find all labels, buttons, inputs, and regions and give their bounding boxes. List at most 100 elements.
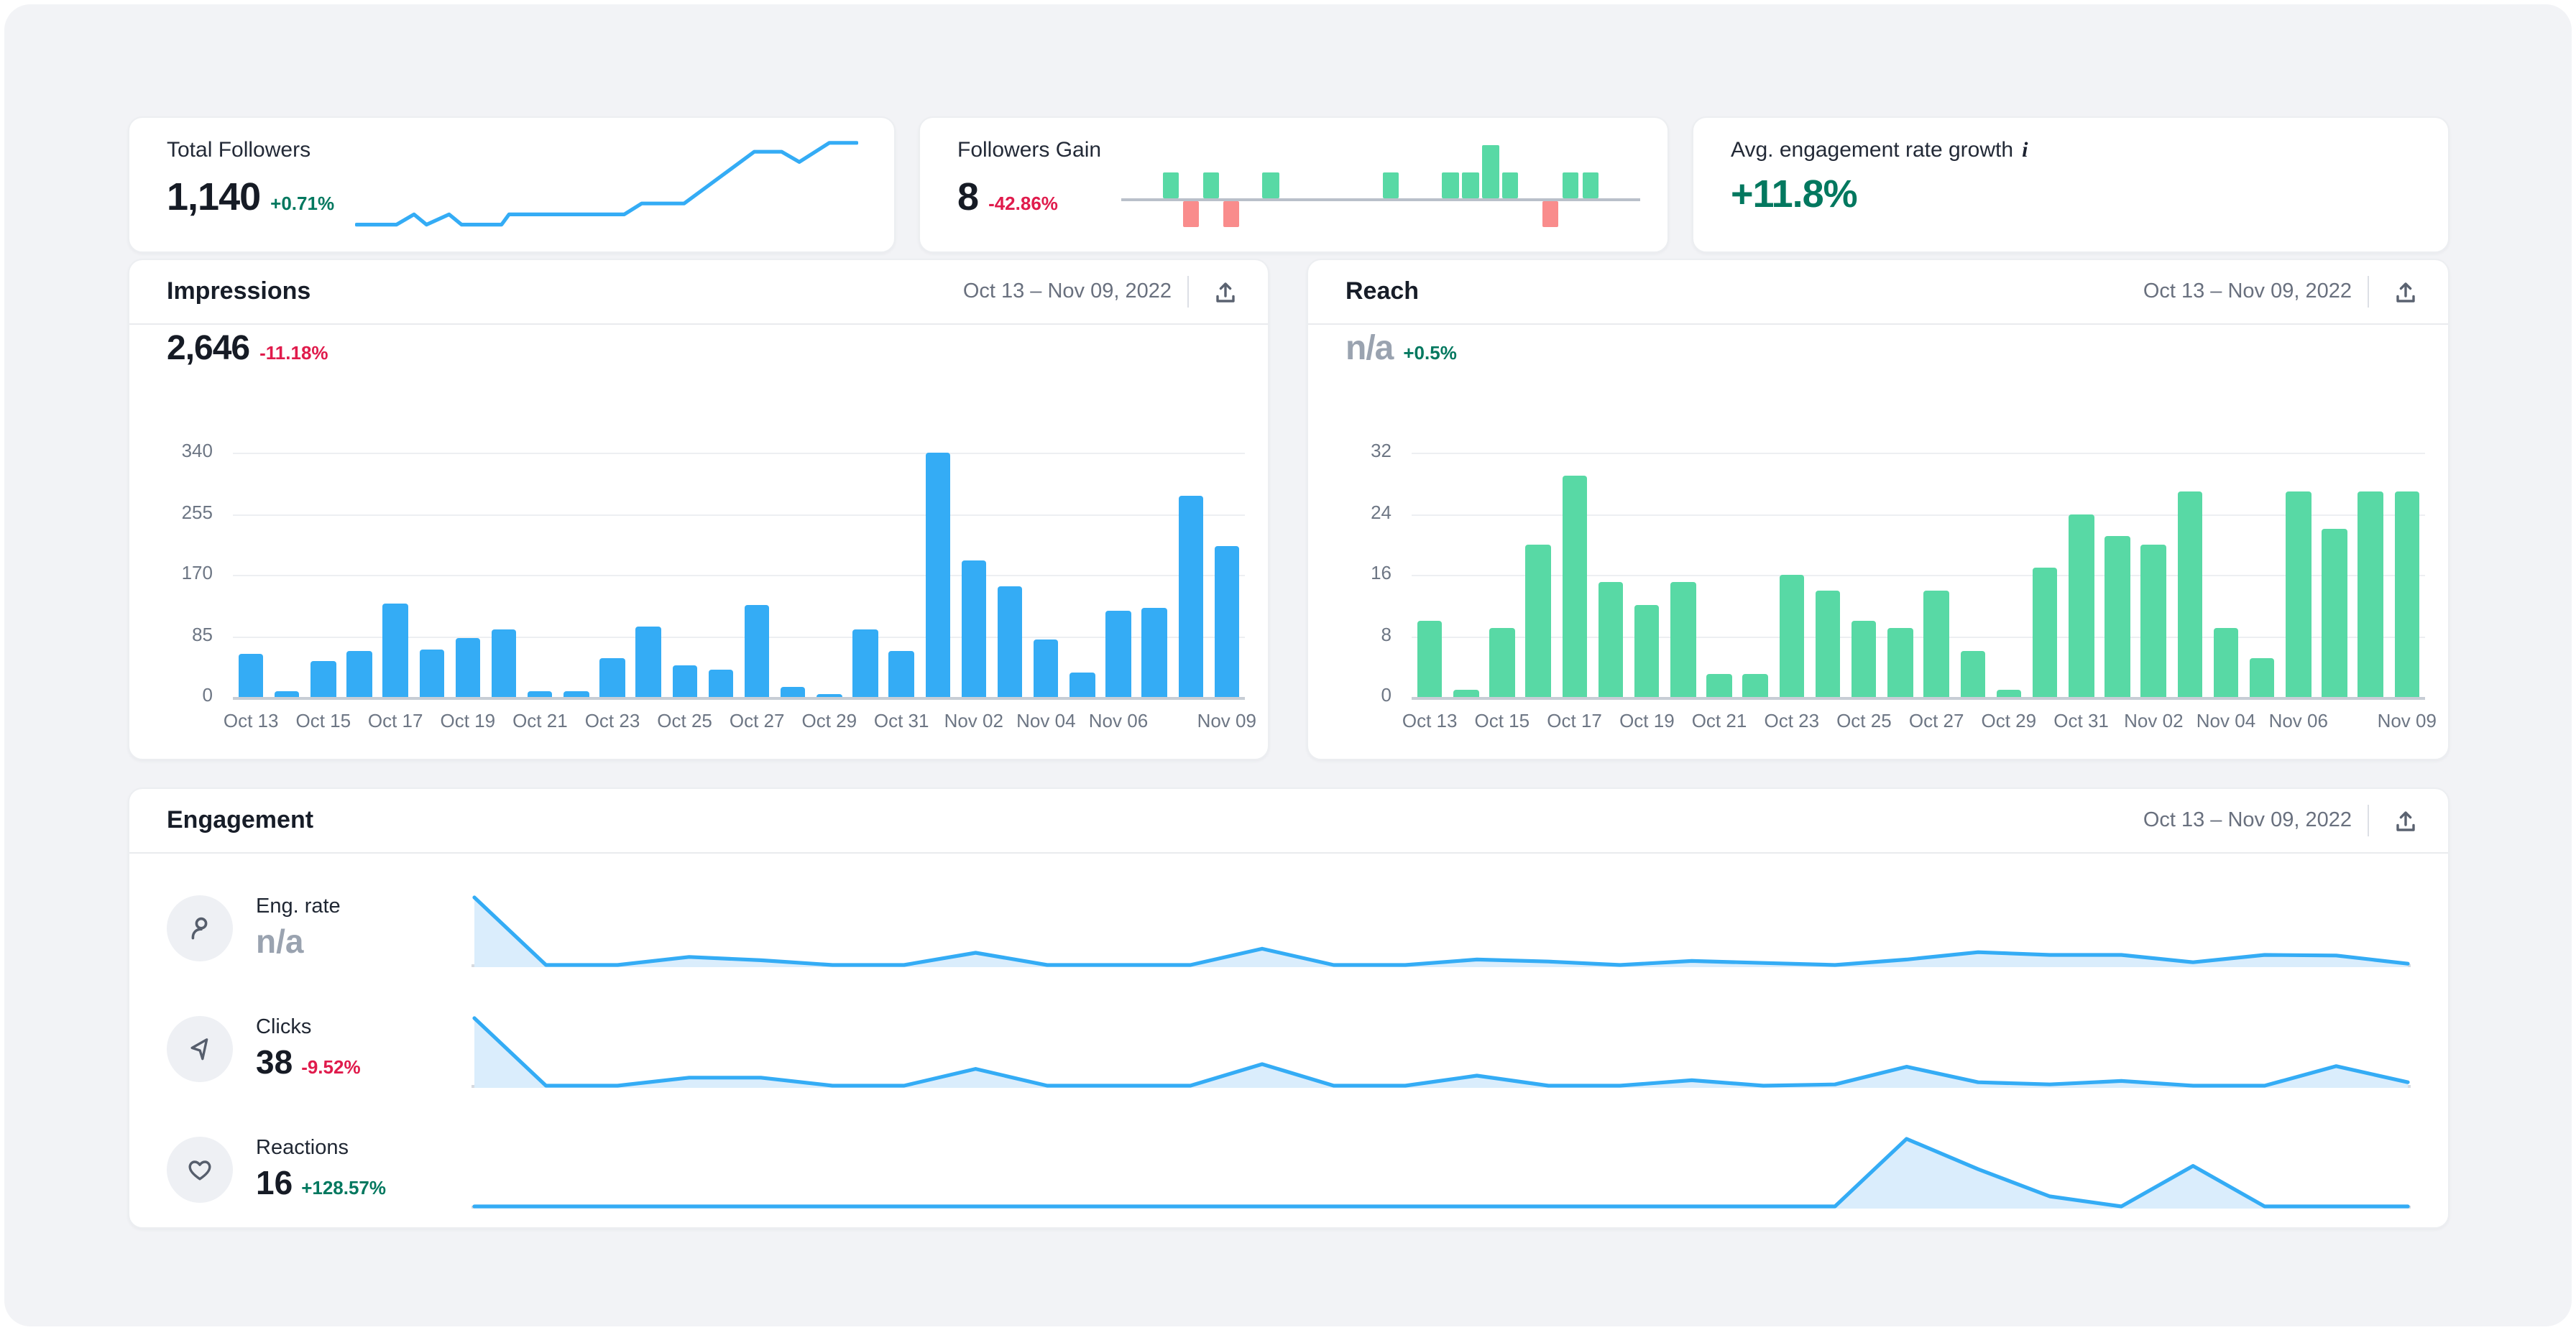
clicks-chart <box>472 1007 2411 1091</box>
engagement-rows: Eng. rate n/a <box>129 854 2448 1227</box>
date-range[interactable]: Oct 13 – Nov 09, 2022 <box>2143 280 2352 303</box>
total-followers-value: 1,140 <box>167 175 261 218</box>
total-followers-delta: +0.71% <box>270 193 335 214</box>
bar <box>1670 582 1696 697</box>
reach-bar-chart: 0 8 16 24 32 Oct 13 Oct 15 Oct 17 Oct 19 Oct 21 Oc… <box>1346 440 2437 734</box>
followers-gain-card: Followers Gain 8 -42.86% <box>919 116 1669 253</box>
bar <box>635 627 661 697</box>
gain-bar-negative <box>1182 201 1200 227</box>
gain-bar-positive <box>1202 172 1220 199</box>
bar <box>1214 546 1240 697</box>
y-axis-tick: 255 <box>181 501 213 522</box>
reach-card: Reach Oct 13 – Nov 09, 2022 n/a +0.5% 0 8 <box>1307 259 2450 760</box>
bar <box>382 604 408 697</box>
bar <box>2032 567 2058 697</box>
x-axis-tick: Oct 25 <box>657 710 712 731</box>
impressions-header: Impressions Oct 13 – Nov 09, 2022 <box>129 260 1268 325</box>
gain-bar-negative <box>1223 201 1240 227</box>
gain-bar-positive <box>1462 172 1479 199</box>
followers-gain-label: Followers Gain <box>957 138 1102 162</box>
bar <box>2140 544 2166 698</box>
bar <box>346 650 372 697</box>
export-button[interactable] <box>1205 272 1245 312</box>
x-axis-tick: Nov 09 <box>1197 710 1256 731</box>
x-axis-tick: Oct 21 <box>1691 710 1747 731</box>
bar <box>1453 689 1479 697</box>
engagement-header: Engagement Oct 13 – Nov 09, 2022 <box>129 789 2448 854</box>
bar <box>816 693 842 697</box>
bar <box>1887 628 1913 697</box>
gain-bar-positive <box>1442 172 1459 199</box>
y-axis-tick: 340 <box>181 440 213 461</box>
bar <box>1960 651 1986 697</box>
x-axis-tick: Oct 29 <box>801 710 857 731</box>
bar <box>997 586 1023 697</box>
x-axis-tick: Oct 21 <box>512 710 568 731</box>
x-axis-tick: Nov 02 <box>2124 710 2184 731</box>
divider <box>2368 276 2369 308</box>
total-followers-card: Total Followers 1,140 +0.71% <box>128 116 896 253</box>
x-axis-tick: Oct 17 <box>1547 710 1602 731</box>
bar <box>2069 514 2094 697</box>
date-range[interactable]: Oct 13 – Nov 09, 2022 <box>2143 809 2352 832</box>
gridline <box>233 453 1245 454</box>
dashboard-panel: Total Followers 1,140 +0.71% Followers G… <box>4 4 2572 1326</box>
bar <box>2104 536 2130 697</box>
reach-delta: +0.5% <box>1403 342 1457 364</box>
x-axis-tick: Oct 27 <box>729 710 785 731</box>
bar <box>419 649 445 697</box>
bar <box>672 665 698 697</box>
bar <box>1923 590 1949 697</box>
area-chart <box>472 1137 2410 1209</box>
avg-engagement-label: Avg. engagement rate growth i <box>1731 138 2448 164</box>
bar <box>1779 575 1805 697</box>
divider <box>1187 276 1189 308</box>
y-axis-tick: 170 <box>181 562 213 583</box>
bar <box>1489 628 1515 697</box>
avg-engagement-label-text: Avg. engagement rate growth <box>1731 138 2014 162</box>
gain-bar-positive <box>1163 172 1179 199</box>
export-button[interactable] <box>2385 272 2425 312</box>
eng-rate-chart <box>472 887 2411 970</box>
gridline <box>1412 453 2425 454</box>
gain-bar-positive <box>1482 145 1499 199</box>
gain-bar-positive <box>1562 172 1579 199</box>
gridline <box>233 514 1245 515</box>
engagement-row-clicks: Clicks 38 -9.52% <box>167 989 2411 1109</box>
bar <box>780 686 806 697</box>
bar <box>2322 529 2347 697</box>
bar <box>1525 544 1551 698</box>
reach-value: n/a <box>1346 329 1394 368</box>
bar <box>708 670 734 697</box>
gridline <box>1412 514 2425 515</box>
gain-bar-positive <box>1262 172 1279 199</box>
x-axis-tick: Oct 17 <box>367 710 423 731</box>
bar <box>1417 620 1443 697</box>
export-button[interactable] <box>2385 800 2425 841</box>
gain-bar-negative <box>1542 201 1559 227</box>
clicks-delta: -9.52% <box>301 1056 361 1078</box>
info-icon[interactable]: i <box>2022 139 2028 162</box>
y-axis-tick: 32 <box>1371 440 1392 461</box>
engagement-title: Engagement <box>167 806 314 833</box>
reactions-value: 16 <box>256 1164 293 1201</box>
x-axis-tick: Nov 06 <box>1088 710 1149 731</box>
impressions-bar-chart: 0 85 170 255 340 Oct 13 Oct 15 Oct 17 Oct 19 Oct … <box>167 440 1256 734</box>
x-axis-tick: Oct 29 <box>1981 710 2037 731</box>
bar <box>2177 491 2203 697</box>
bar <box>744 605 770 697</box>
gridline <box>1412 697 2425 700</box>
bar <box>274 691 300 697</box>
bar <box>925 453 951 697</box>
avg-engagement-value: +11.8% <box>1731 172 1858 216</box>
gridline <box>1412 575 2425 576</box>
bar <box>1598 582 1624 697</box>
gain-bar-positive <box>1502 172 1519 199</box>
date-range[interactable]: Oct 13 – Nov 09, 2022 <box>962 280 1172 303</box>
gridline <box>233 697 1245 700</box>
bar <box>2249 658 2275 697</box>
y-axis-tick: 8 <box>1381 623 1392 645</box>
eng-rate-value: n/a <box>256 923 304 960</box>
x-axis-tick: Oct 13 <box>223 710 279 731</box>
